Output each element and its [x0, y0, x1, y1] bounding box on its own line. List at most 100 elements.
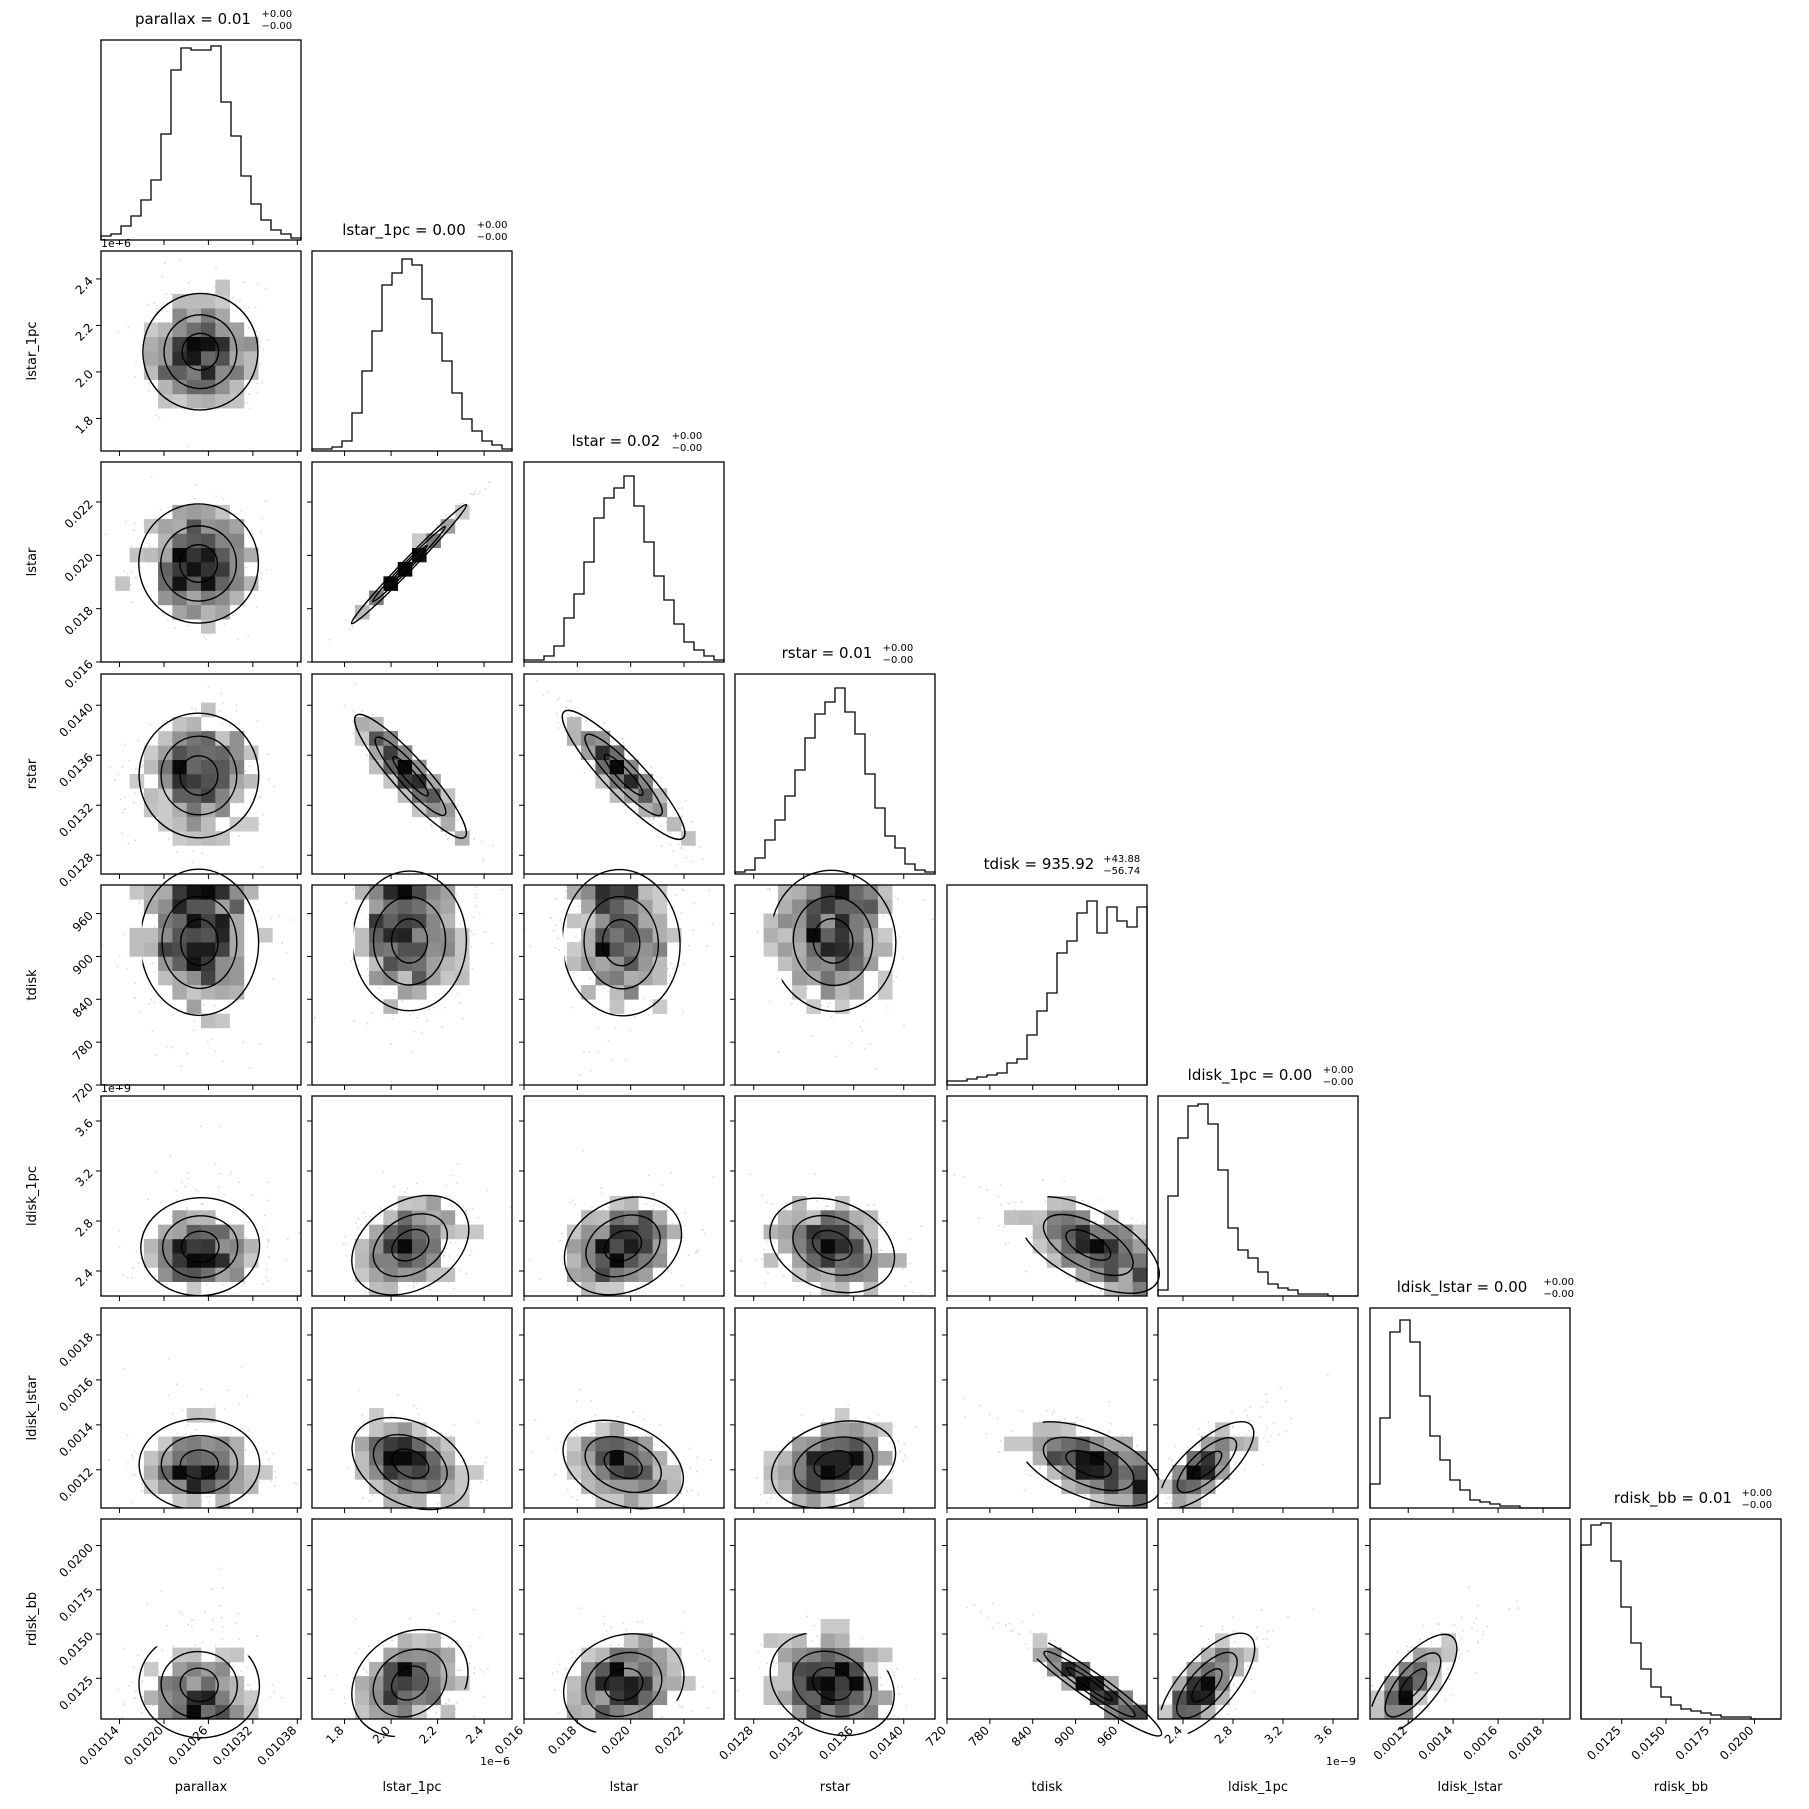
title-sup-rstar: +0.00	[883, 643, 914, 654]
sample-point	[456, 804, 458, 807]
density-cell	[229, 379, 245, 395]
sample-point	[135, 768, 137, 770]
density-cell	[624, 1224, 639, 1240]
sample-point	[220, 692, 223, 695]
density-cell	[158, 351, 173, 366]
sample-point	[459, 1001, 462, 1004]
sample-point	[180, 1065, 183, 1067]
density-cell	[186, 942, 202, 957]
sample-point	[391, 1017, 394, 1020]
density-cell	[412, 927, 427, 943]
density-cell	[229, 745, 245, 760]
sample-point	[348, 628, 351, 631]
density-cell	[595, 1210, 610, 1225]
density-cell	[369, 590, 384, 606]
sample-point	[118, 1246, 121, 1248]
sample-point	[229, 725, 232, 727]
density-cell	[638, 899, 653, 914]
sample-point	[486, 1189, 489, 1192]
sample-point	[105, 533, 107, 535]
density-cell	[172, 293, 187, 309]
density-cell	[581, 1210, 596, 1225]
panel-frame	[311, 673, 513, 875]
density-cell	[172, 336, 187, 352]
density-cell	[666, 1224, 682, 1240]
sample-point	[232, 1211, 235, 1214]
density-cell	[229, 365, 245, 380]
sample-point	[592, 764, 595, 767]
density-cell	[426, 885, 441, 900]
sample-point	[155, 414, 157, 416]
sample-point	[651, 818, 654, 821]
density-cell	[186, 716, 202, 732]
density-cell	[609, 913, 625, 929]
sample-point	[756, 931, 759, 933]
density-cell	[158, 393, 173, 409]
sample-point	[769, 1000, 771, 1003]
density-cell	[215, 533, 230, 548]
density-cell	[835, 985, 850, 1000]
sample-point	[413, 1286, 415, 1289]
panel-ldisk_1pc-vs-parallax	[100, 1095, 302, 1297]
sample-point	[251, 528, 253, 531]
sample-point	[126, 573, 129, 576]
density-cell	[129, 774, 145, 789]
density-cell	[215, 759, 230, 775]
sample-point	[128, 759, 131, 762]
sample-point	[445, 1195, 448, 1198]
sample-point	[352, 709, 355, 712]
sample-point	[760, 1258, 763, 1260]
sample-point	[601, 1192, 603, 1195]
sample-point	[159, 508, 162, 511]
density-cell	[201, 1238, 216, 1254]
density-cell	[412, 759, 427, 775]
density-cell	[158, 365, 173, 380]
density-cell	[201, 942, 216, 957]
sample-point	[448, 837, 450, 840]
sample-point	[153, 302, 156, 304]
sample-point	[456, 893, 459, 896]
contour-1	[392, 756, 429, 797]
density-cell	[215, 293, 230, 309]
sample-point	[458, 1269, 461, 1272]
density-cell	[652, 885, 668, 900]
sample-point	[238, 723, 240, 725]
density-cell	[229, 562, 245, 577]
sample-point	[240, 509, 243, 512]
density-cell	[426, 774, 441, 789]
sample-point	[186, 445, 189, 448]
sample-point	[116, 331, 119, 334]
title-ldisk_lstar: ldisk_lstar = 0.00	[1397, 1278, 1528, 1297]
sample-point	[148, 545, 151, 548]
density-cell	[201, 802, 216, 818]
sample-point	[133, 801, 135, 804]
sample-point	[127, 326, 130, 329]
sample-point	[428, 1008, 430, 1011]
title-sup-lstar_1pc: +0.00	[477, 220, 508, 231]
density-cell	[158, 1238, 173, 1254]
sample-point	[242, 1041, 245, 1043]
sample-point	[134, 792, 136, 795]
sample-point	[482, 857, 485, 860]
density-cell	[143, 1238, 159, 1254]
density-cell	[215, 365, 230, 380]
sample-point	[458, 503, 461, 505]
density-cell	[820, 985, 836, 1000]
density-cell	[369, 1224, 384, 1240]
density-cell	[806, 956, 821, 971]
density-cell	[172, 885, 187, 900]
sample-point	[124, 743, 126, 746]
sample-point	[761, 1194, 764, 1197]
sample-point	[262, 348, 265, 351]
histogram-lstar	[523, 475, 725, 662]
sample-point	[565, 956, 568, 958]
density-cell	[158, 379, 173, 395]
sample-point	[223, 1193, 226, 1196]
sample-point	[597, 1026, 600, 1029]
density-cell	[397, 1238, 413, 1254]
sample-point	[443, 1251, 446, 1253]
density-cell	[143, 547, 159, 563]
sample-point	[692, 929, 694, 931]
sample-point	[610, 740, 612, 743]
density-cell	[426, 1196, 441, 1211]
